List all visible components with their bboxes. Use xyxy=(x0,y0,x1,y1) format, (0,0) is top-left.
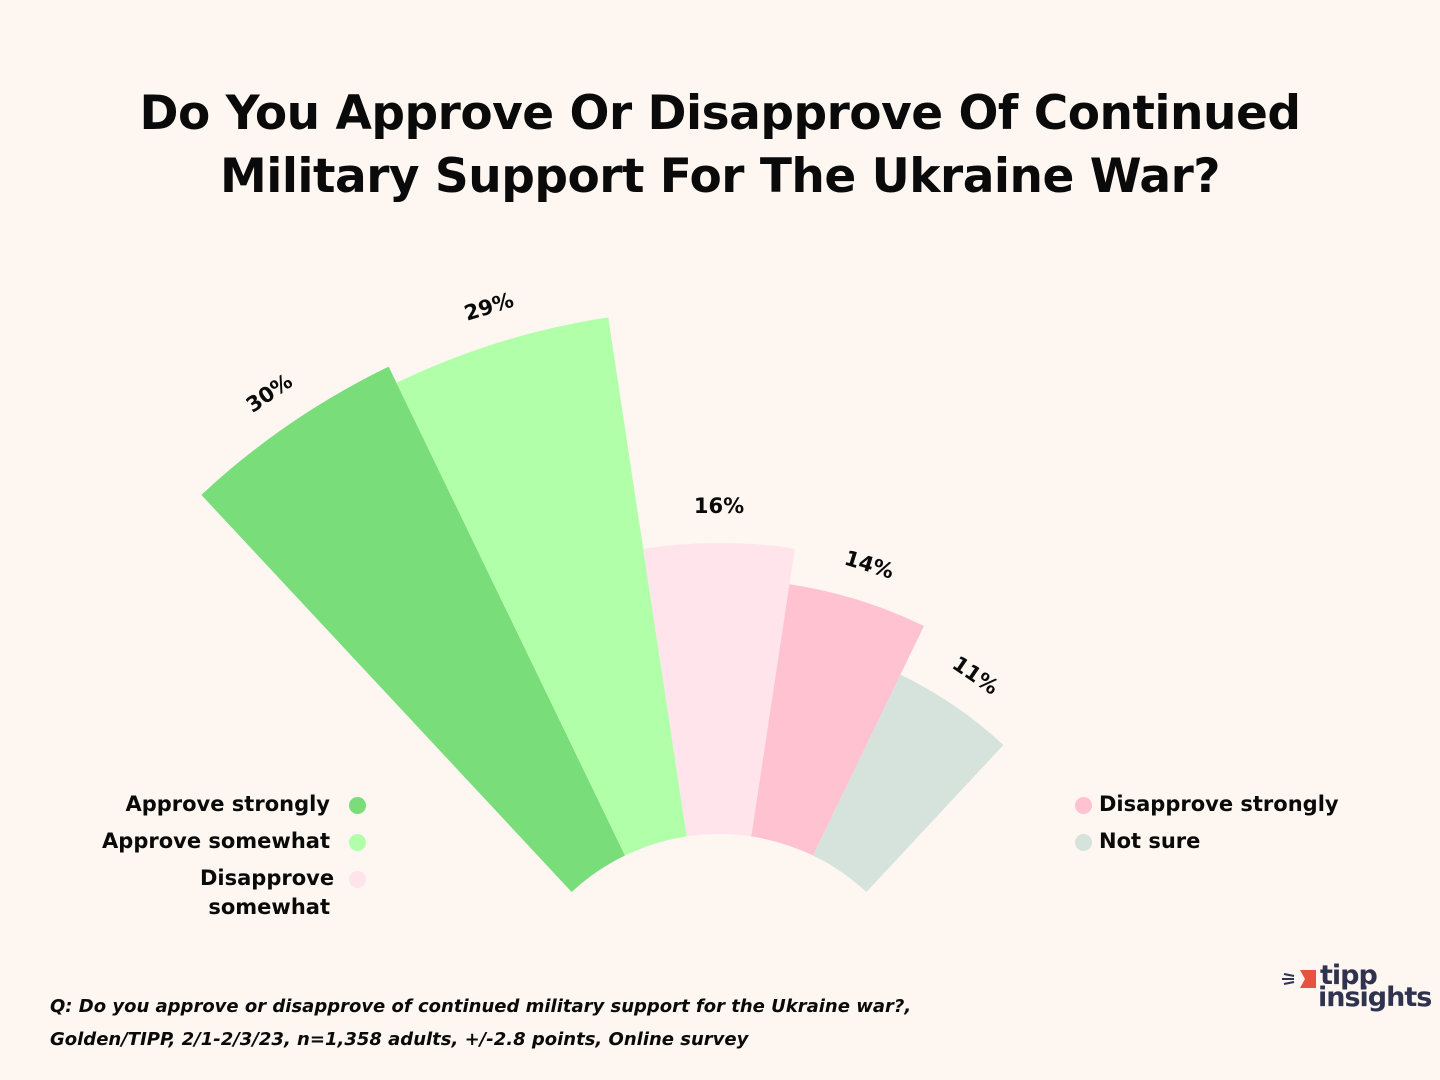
logo-text-insights: insights xyxy=(1318,982,1432,1013)
legend-right: Disapprove strongly Not sure xyxy=(1075,790,1375,864)
chart-title-line-2: Military Support For The Ukraine War? xyxy=(219,149,1221,204)
legend-dot xyxy=(349,797,366,814)
logo-flag-icon xyxy=(1282,970,1316,988)
data-label: 14% xyxy=(842,546,897,584)
legend-label: Disapprove strongly xyxy=(1099,792,1339,816)
logo-text-tipp: tipp xyxy=(1320,960,1378,991)
legend-item-disapprove-strongly: Disapprove strongly xyxy=(1075,790,1375,819)
bar-not-sure xyxy=(813,674,1004,893)
data-label: 30% xyxy=(242,369,297,417)
legend-item-approve-strongly: Approve strongly xyxy=(100,790,366,819)
data-label: 11% xyxy=(948,651,1003,699)
legend-label: Approve somewhat xyxy=(102,829,330,853)
legend-left: Approve strongly Approve somewhat Disapp… xyxy=(100,790,366,930)
legend-dot xyxy=(1075,797,1092,814)
legend-dot xyxy=(1075,834,1092,851)
footnote-line-1: Q: Do you approve or disapprove of conti… xyxy=(50,996,912,1017)
tipp-insights-logo: tipp insights xyxy=(1280,960,1432,1022)
legend-dot xyxy=(349,834,366,851)
bar-approve-somewhat xyxy=(396,317,687,856)
bar-disapprove-somewhat xyxy=(643,542,795,837)
data-label: 29% xyxy=(461,288,516,326)
chart-title-line-1: Do You Approve Or Disapprove Of Continue… xyxy=(139,86,1301,141)
footnote-line-2: Golden/TIPP, 2/1-2/3/23, n=1,358 adults,… xyxy=(50,1029,749,1050)
legend-item-not-sure: Not sure xyxy=(1075,827,1375,856)
legend-dot xyxy=(349,871,366,888)
legend-label: Approve strongly xyxy=(125,792,330,816)
legend-label: Not sure xyxy=(1099,829,1201,853)
data-label: 16% xyxy=(694,494,744,518)
legend-item-approve-somewhat: Approve somewhat xyxy=(100,827,366,856)
legend-label: Disapprove somewhat xyxy=(200,866,335,919)
chart-title: Do You Approve Or Disapprove Of Continue… xyxy=(0,82,1440,208)
bar-approve-strongly xyxy=(201,366,625,893)
source-footnote: Q: Do you approve or disapprove of conti… xyxy=(50,990,911,1056)
bar-disapprove-strongly xyxy=(751,584,924,856)
legend-item-disapprove-somewhat: Disapprove somewhat xyxy=(100,864,366,922)
